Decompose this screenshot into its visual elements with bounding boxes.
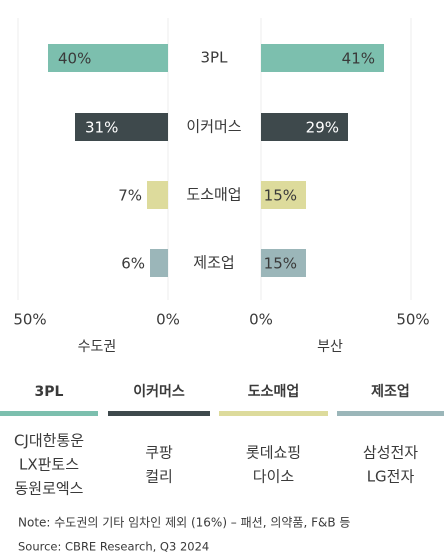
header-rule xyxy=(108,411,210,416)
table-header: 제조업 xyxy=(371,384,410,400)
bar xyxy=(261,181,306,209)
table-item: 삼성전자 xyxy=(363,444,418,462)
table-item: 롯데쇼핑 xyxy=(246,444,301,462)
header-rule xyxy=(337,411,444,416)
table-item: 컬리 xyxy=(145,468,173,486)
table-item: LG전자 xyxy=(367,468,415,486)
value-label: 15% xyxy=(264,187,297,205)
bar xyxy=(75,113,168,141)
table-header: 이커머스 xyxy=(133,383,185,400)
value-label: 15% xyxy=(264,255,297,273)
value-label: 6% xyxy=(121,255,145,273)
table-item: CJ대한통운 xyxy=(14,432,84,450)
bar xyxy=(147,181,168,209)
category-label: 제조업 xyxy=(193,254,234,272)
header-rule xyxy=(219,411,328,416)
x-tick-label: 50% xyxy=(396,311,429,329)
table-item: 쿠팡 xyxy=(145,444,173,462)
bar xyxy=(261,44,384,72)
x-tick-label: 50% xyxy=(13,311,46,329)
bar xyxy=(48,44,168,72)
series-label: 부산 xyxy=(317,339,343,355)
table-header: 도소매업 xyxy=(248,384,300,400)
x-tick-label: 0% xyxy=(249,311,273,329)
value-label: 40% xyxy=(58,50,91,68)
category-label: 이커머스 xyxy=(186,118,241,136)
x-tick-label: 0% xyxy=(156,311,180,329)
bar xyxy=(261,249,306,277)
series-label: 수도권 xyxy=(78,339,117,355)
table-header: 3PL xyxy=(35,384,64,400)
value-label: 29% xyxy=(306,119,339,137)
header-rule xyxy=(0,411,98,416)
table-item: LX판토스 xyxy=(19,456,79,474)
source: Source: CBRE Research, Q3 2024 xyxy=(18,540,209,554)
category-label: 3PL xyxy=(201,49,229,67)
bar xyxy=(150,249,168,277)
note: Note: 수도권의 기타 임차인 제외 (16%) – 패션, 의약품, F&… xyxy=(18,515,350,530)
category-label: 도소매업 xyxy=(186,186,241,204)
value-label: 31% xyxy=(85,119,118,137)
table-item: 다이소 xyxy=(253,468,295,486)
table-item: 동원로엑스 xyxy=(14,480,83,498)
bar xyxy=(261,113,348,141)
value-label: 7% xyxy=(118,187,142,205)
value-label: 41% xyxy=(342,50,375,68)
